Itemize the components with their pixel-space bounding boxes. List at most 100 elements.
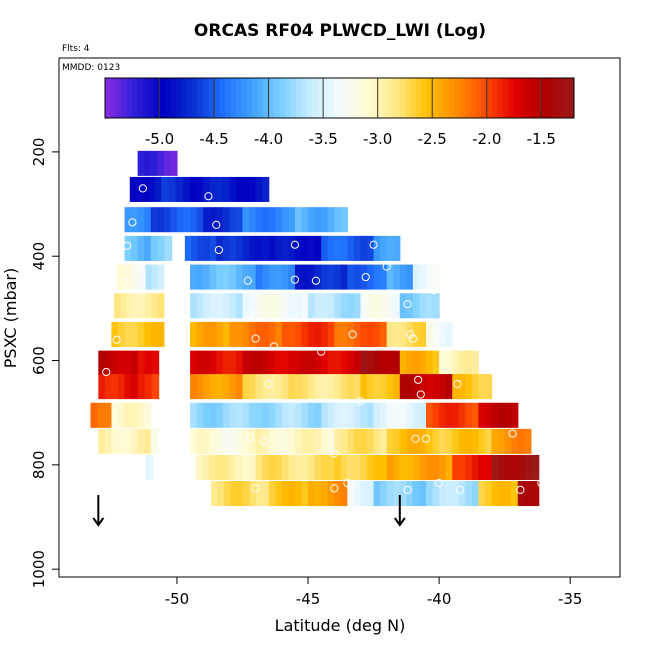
heatmap-cell xyxy=(360,454,368,480)
heatmap-cell xyxy=(216,207,224,233)
heatmap-cell xyxy=(255,481,263,507)
heatmap-cell xyxy=(321,264,329,290)
heatmap-cell xyxy=(439,350,447,376)
heatmap-cell xyxy=(235,264,244,290)
colorbar-swatch xyxy=(181,78,188,118)
x-tick-label: -40 xyxy=(427,590,452,608)
heatmap-cell xyxy=(288,374,296,400)
colorbar-swatch xyxy=(459,78,466,118)
heatmap-cell xyxy=(275,321,283,347)
heatmap-cell xyxy=(175,176,184,202)
heatmap-cell xyxy=(157,150,165,176)
heatmap-cell xyxy=(406,293,414,319)
heatmap-cell xyxy=(124,402,132,428)
heatmap-cell xyxy=(268,264,276,290)
heatmap-cell xyxy=(439,481,447,507)
heatmap-cell xyxy=(209,428,217,454)
colorbar-swatch xyxy=(421,78,428,118)
colorbar-swatch xyxy=(470,78,477,118)
heatmap-cell xyxy=(484,428,493,454)
heatmap-cell xyxy=(275,374,283,400)
heatmap-cell xyxy=(406,264,414,290)
heatmap-cell xyxy=(373,321,381,347)
heatmap-cell xyxy=(242,402,250,428)
heatmap-cell xyxy=(340,321,348,347)
heatmap-cell xyxy=(491,428,499,454)
heatmap-cell xyxy=(419,402,427,428)
heatmap-cell xyxy=(353,454,362,480)
heatmap-cell xyxy=(399,293,407,319)
sample-point xyxy=(290,275,300,284)
heatmap-cell xyxy=(340,428,348,454)
heatmap-cell xyxy=(412,374,421,400)
heatmap-cell xyxy=(399,350,407,376)
colorbar-tick-label: -4.0 xyxy=(254,130,283,148)
heatmap-cell xyxy=(137,374,146,400)
heatmap-cell xyxy=(268,481,276,507)
heatmap-cell xyxy=(393,350,401,376)
sample-point xyxy=(246,310,255,319)
heatmap-cell xyxy=(150,235,159,261)
heatmap-cell xyxy=(321,402,329,428)
heatmap-cell xyxy=(281,350,289,376)
heatmap-cell xyxy=(458,481,466,507)
plot-frame xyxy=(58,57,621,578)
colorbar-swatch xyxy=(274,78,281,118)
colorbar-swatch xyxy=(350,78,357,118)
heatmap-cell xyxy=(222,176,230,202)
heatmap-cell xyxy=(281,481,289,507)
heatmap-cell xyxy=(484,402,493,428)
colorbar-swatch xyxy=(306,78,313,118)
heatmap-cell xyxy=(268,402,276,428)
heatmap-cell xyxy=(196,402,204,428)
heatmap-cell xyxy=(281,454,289,480)
heatmap-cell xyxy=(294,321,303,347)
colorbar-tick-label: -4.5 xyxy=(199,130,228,148)
heatmap-cell xyxy=(249,350,257,376)
colorbar-swatch xyxy=(568,78,575,118)
heatmap-cell xyxy=(242,176,250,202)
colorbar-swatch xyxy=(175,78,182,118)
colorbar-swatch xyxy=(388,78,395,118)
heatmap-cell xyxy=(360,264,368,290)
heatmap-cell xyxy=(321,481,329,507)
heatmap-cell xyxy=(216,428,224,454)
heatmap-cell xyxy=(124,207,132,233)
heatmap-cell xyxy=(406,402,414,428)
heatmap-cell xyxy=(157,264,165,290)
heatmap-cell xyxy=(294,293,303,319)
colorbar-swatch xyxy=(475,78,482,118)
heatmap-cell xyxy=(380,293,388,319)
heatmap-cell xyxy=(111,428,119,454)
heatmap-cell xyxy=(255,176,263,202)
heatmap-cell xyxy=(168,176,177,202)
y-axis: 200 400 600 800 1000 xyxy=(30,138,59,588)
heatmap-cell xyxy=(216,176,224,202)
heatmap-cell xyxy=(170,207,178,233)
heatmap-cell xyxy=(255,235,263,261)
heatmap-cell xyxy=(104,374,113,400)
heatmap-cell xyxy=(334,454,342,480)
heatmap-cell xyxy=(314,454,322,480)
heatmap-cell xyxy=(144,428,152,454)
heatmap-cell xyxy=(288,428,296,454)
heatmap-cell xyxy=(465,402,473,428)
heatmap-cell xyxy=(458,454,466,480)
heatmap-cell xyxy=(386,428,394,454)
heatmap-cell xyxy=(439,321,447,347)
heatmap-cell xyxy=(308,235,316,261)
colorbar-swatch xyxy=(454,78,460,118)
heatmap-cell xyxy=(399,481,407,507)
heatmap-cell xyxy=(288,481,296,507)
heatmap-cell xyxy=(321,374,329,400)
heatmap-cell xyxy=(255,264,263,290)
y-tick-label: 1000 xyxy=(30,550,48,588)
heatmap-cell xyxy=(360,374,368,400)
heatmap-cell xyxy=(334,293,342,319)
heatmap-cell xyxy=(111,321,119,347)
heatmap-cell xyxy=(242,207,250,233)
heatmap-cell xyxy=(124,428,132,454)
heatmap-cell xyxy=(288,293,296,319)
heatmap-cell xyxy=(144,235,152,261)
heatmap-cell xyxy=(144,374,153,400)
